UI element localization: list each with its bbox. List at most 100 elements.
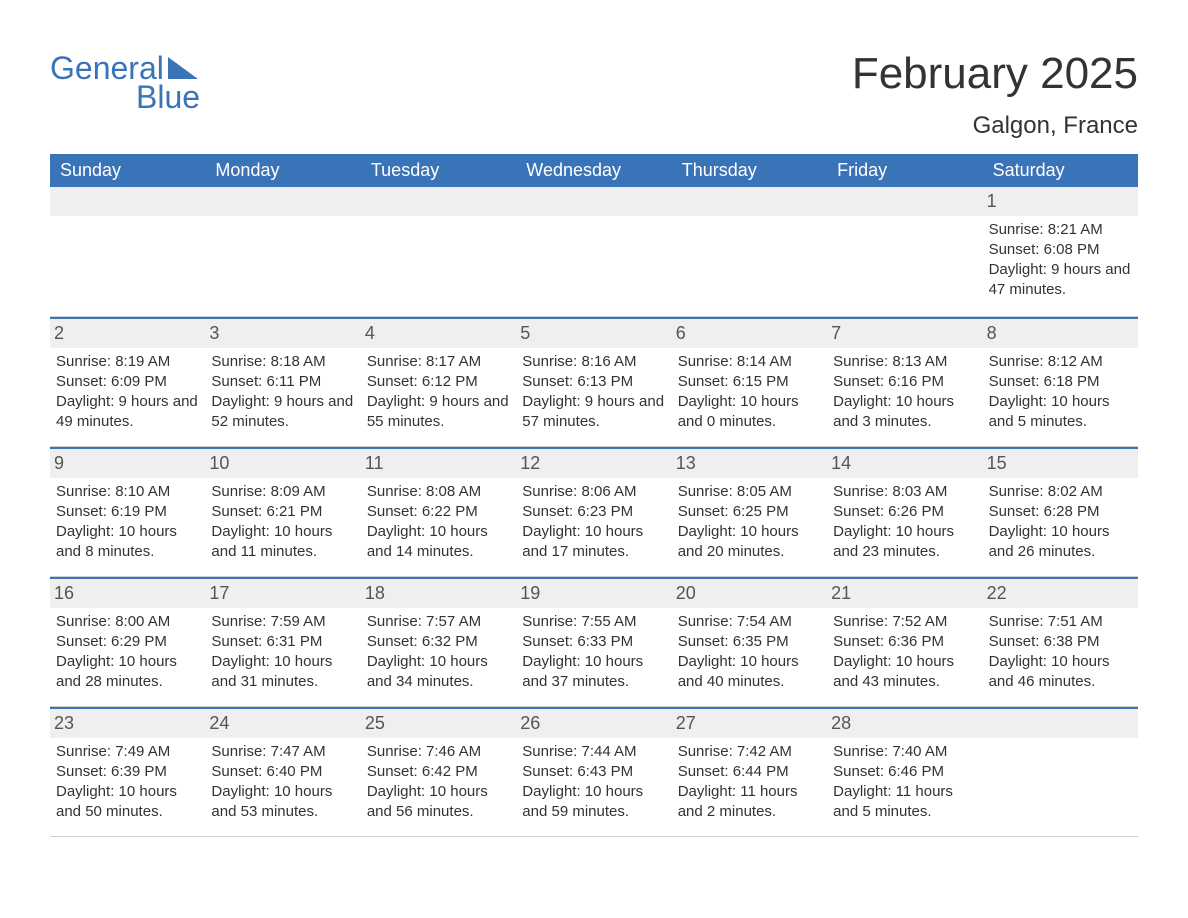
daylight-text: Daylight: 10 hours and 0 minutes. [678,392,821,433]
calendar-cell: 25Sunrise: 7:46 AMSunset: 6:42 PMDayligh… [361,709,516,836]
daylight-text: Daylight: 10 hours and 26 minutes. [989,522,1132,563]
sunrise-text: Sunrise: 7:51 AM [989,612,1132,632]
day-info: Sunrise: 8:17 AMSunset: 6:12 PMDaylight:… [367,352,510,433]
calendar-cell: 6 Sunrise: 8:14 AMSunset: 6:15 PMDaylight… [672,319,827,446]
sunrise-text: Sunrise: 7:44 AM [522,742,665,762]
day-info: Sunrise: 8:19 AMSunset: 6:09 PMDaylight:… [56,352,199,433]
calendar-cell-empty [50,187,205,316]
day-info: Sunrise: 7:46 AMSunset: 6:42 PMDaylight:… [367,742,510,823]
daylight-text: Daylight: 11 hours and 2 minutes. [678,782,821,823]
sunset-text: Sunset: 6:42 PM [367,762,510,782]
date-number: 7 [827,319,982,347]
day-info: Sunrise: 7:44 AMSunset: 6:43 PMDaylight:… [522,742,665,823]
calendar-cell: 4Sunrise: 8:17 AMSunset: 6:12 PMDaylight… [361,319,516,446]
day-info: Sunrise: 7:57 AMSunset: 6:32 PMDaylight:… [367,612,510,693]
calendar-page: General Blue February 2025 Galgon, Franc… [0,0,1188,918]
calendar-cell: 26Sunrise: 7:44 AMSunset: 6:43 PMDayligh… [516,709,671,836]
daylight-text: Daylight: 10 hours and 56 minutes. [367,782,510,823]
sunset-text: Sunset: 6:16 PM [833,372,976,392]
sunrise-text: Sunrise: 8:06 AM [522,482,665,502]
calendar-cell: 23Sunrise: 7:49 AMSunset: 6:39 PMDayligh… [50,709,205,836]
calendar-cell: 5 Sunrise: 8:16 AMSunset: 6:13 PMDaylight… [516,319,671,446]
sunset-text: Sunset: 6:09 PM [56,372,199,392]
date-number: 20 [672,579,827,607]
calendar-cell-empty [672,187,827,316]
daylight-text: Daylight: 10 hours and 43 minutes. [833,652,976,693]
daylight-text: Daylight: 9 hours and 47 minutes. [989,260,1132,301]
date-number: 12 [516,449,671,477]
calendar-cell: 13Sunrise: 8:05 AMSunset: 6:25 PMDayligh… [672,449,827,576]
logo: General Blue [50,50,200,116]
calendar-cell-empty [983,709,1138,836]
month-title: February 2025 [852,50,1138,98]
date-number: 19 [516,579,671,607]
date-number: 8 [983,319,1138,347]
sunset-text: Sunset: 6:35 PM [678,632,821,652]
sunrise-text: Sunrise: 8:16 AM [522,352,665,372]
date-number: 27 [672,709,827,737]
date-number: 15 [983,449,1138,477]
day-info: Sunrise: 8:03 AMSunset: 6:26 PMDaylight:… [833,482,976,563]
date-number [672,187,827,215]
day-info: Sunrise: 7:55 AMSunset: 6:33 PMDaylight:… [522,612,665,693]
date-number: 9 [50,449,205,477]
date-number: 10 [205,449,360,477]
logo-text-2: Blue [136,79,200,116]
sunset-text: Sunset: 6:43 PM [522,762,665,782]
date-number: 21 [827,579,982,607]
calendar-cell: 19 Sunrise: 7:55 AMSunset: 6:33 PMDayligh… [516,579,671,706]
dayname-header: Friday [827,154,982,187]
day-info: Sunrise: 8:09 AMSunset: 6:21 PMDaylight:… [211,482,354,563]
date-number [516,187,671,215]
calendar: SundayMondayTuesdayWednesdayThursdayFrid… [50,154,1138,837]
sunset-text: Sunset: 6:40 PM [211,762,354,782]
sunset-text: Sunset: 6:19 PM [56,502,199,522]
sunset-text: Sunset: 6:22 PM [367,502,510,522]
day-info: Sunrise: 7:54 AMSunset: 6:35 PMDaylight:… [678,612,821,693]
calendar-cell: 12Sunrise: 8:06 AMSunset: 6:23 PMDayligh… [516,449,671,576]
title-block: February 2025 Galgon, France [852,50,1138,140]
sunset-text: Sunset: 6:31 PM [211,632,354,652]
sunrise-text: Sunrise: 8:08 AM [367,482,510,502]
date-number: 5 [516,319,671,347]
dayname-header: Saturday [983,154,1138,187]
sunrise-text: Sunrise: 7:57 AM [367,612,510,632]
sunrise-text: Sunrise: 7:42 AM [678,742,821,762]
daylight-text: Daylight: 10 hours and 53 minutes. [211,782,354,823]
sunrise-text: Sunrise: 8:12 AM [989,352,1132,372]
sunset-text: Sunset: 6:33 PM [522,632,665,652]
date-number: 14 [827,449,982,477]
sunset-text: Sunset: 6:25 PM [678,502,821,522]
daylight-text: Daylight: 10 hours and 5 minutes. [989,392,1132,433]
sunset-text: Sunset: 6:26 PM [833,502,976,522]
calendar-cell: 22Sunrise: 7:51 AMSunset: 6:38 PMDayligh… [983,579,1138,706]
day-info: Sunrise: 7:40 AMSunset: 6:46 PMDaylight:… [833,742,976,823]
date-number: 6 [672,319,827,347]
calendar-cell: 1Sunrise: 8:21 AMSunset: 6:08 PMDaylight… [983,187,1138,316]
date-number: 22 [983,579,1138,607]
daylight-text: Daylight: 10 hours and 59 minutes. [522,782,665,823]
date-number: 1 [983,187,1138,215]
calendar-cell-empty [205,187,360,316]
daylight-text: Daylight: 10 hours and 31 minutes. [211,652,354,693]
calendar-cell: 18 Sunrise: 7:57 AMSunset: 6:32 PMDayligh… [361,579,516,706]
day-info: Sunrise: 8:00 AMSunset: 6:29 PMDaylight:… [56,612,199,693]
dayname-header: Wednesday [516,154,671,187]
calendar-cell: 7Sunrise: 8:13 AMSunset: 6:16 PMDaylight… [827,319,982,446]
day-info: Sunrise: 8:16 AMSunset: 6:13 PMDaylight:… [522,352,665,433]
sunset-text: Sunset: 6:36 PM [833,632,976,652]
sunrise-text: Sunrise: 7:52 AM [833,612,976,632]
calendar-cell-empty [516,187,671,316]
sunrise-text: Sunrise: 7:40 AM [833,742,976,762]
calendar-cell: 14 Sunrise: 8:03 AMSunset: 6:26 PMDayligh… [827,449,982,576]
calendar-cell: 9Sunrise: 8:10 AMSunset: 6:19 PMDaylight… [50,449,205,576]
date-number: 18 [361,579,516,607]
sunrise-text: Sunrise: 7:59 AM [211,612,354,632]
sunrise-text: Sunrise: 8:05 AM [678,482,821,502]
sunset-text: Sunset: 6:46 PM [833,762,976,782]
dayname-header: Sunday [50,154,205,187]
day-info: Sunrise: 8:05 AMSunset: 6:25 PMDaylight:… [678,482,821,563]
day-info: Sunrise: 8:14 AMSunset: 6:15 PMDaylight:… [678,352,821,433]
calendar-cell: 21 Sunrise: 7:52 AMSunset: 6:36 PMDayligh… [827,579,982,706]
sunrise-text: Sunrise: 7:54 AM [678,612,821,632]
